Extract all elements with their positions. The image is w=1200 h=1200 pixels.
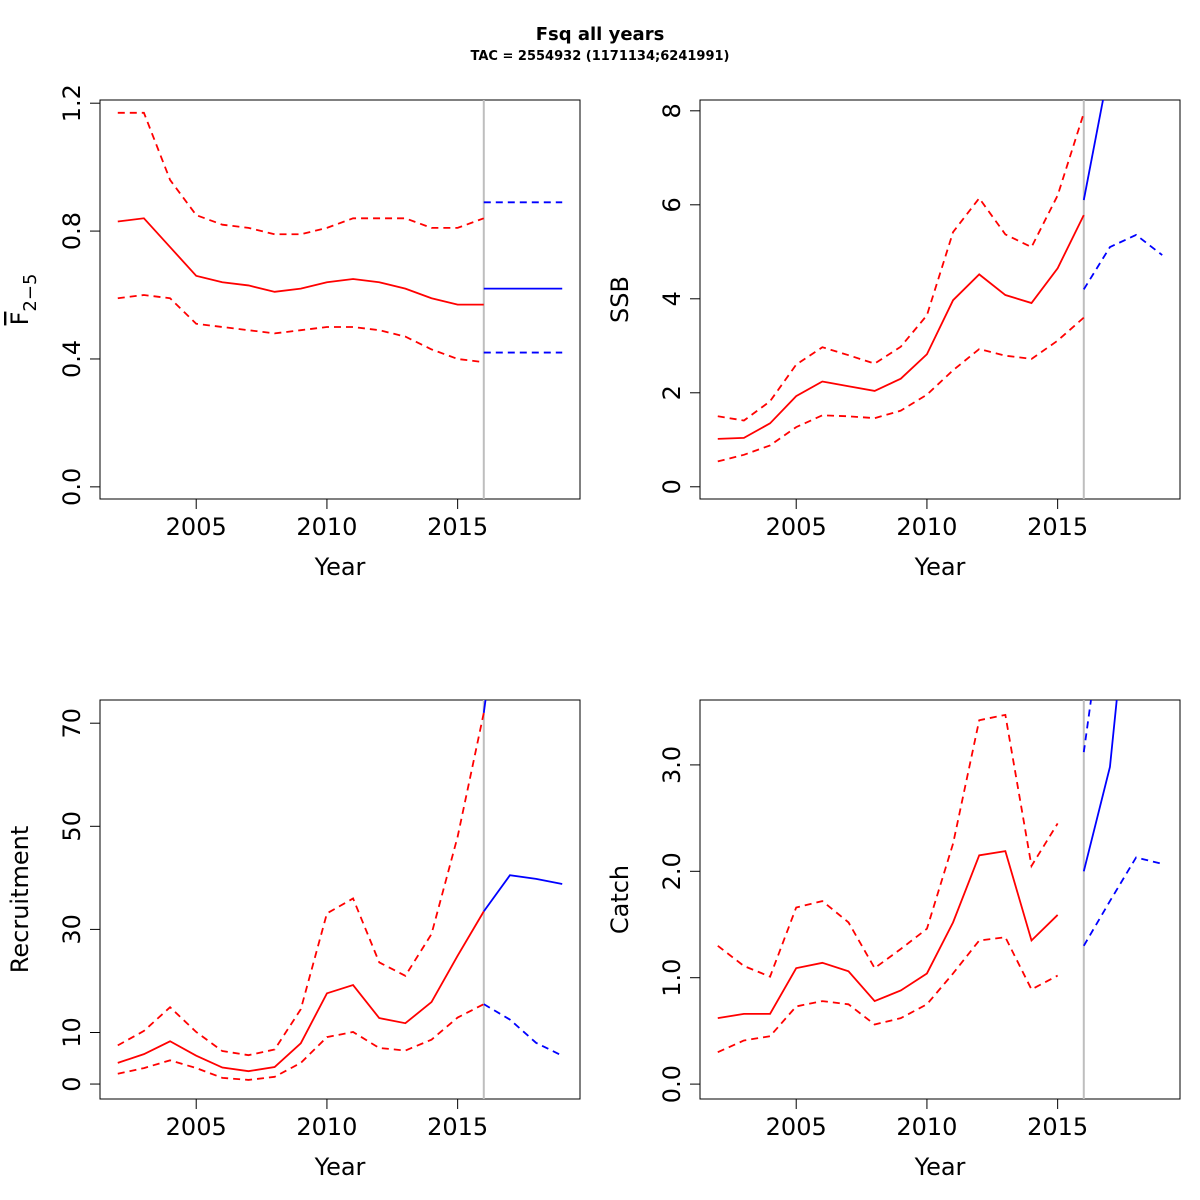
y-tick-label: 0 [658, 479, 686, 494]
series-line [717, 112, 1085, 422]
series-line [117, 111, 485, 236]
y-tick-label: 0 [58, 1076, 86, 1091]
panel: 0.0 1.0 2.0 3.0 2005 2010 2015 Year Catch [606, 699, 1181, 1181]
series-line [717, 936, 1059, 1054]
y-axis-title: Recruitment [6, 826, 34, 973]
figure-title: Fsq all years [536, 24, 665, 45]
y-tick-label: 6 [658, 197, 686, 212]
x-axis-title: Year [914, 553, 966, 581]
panel: 0 10 30 50 70 2005 2010 2015 Year Recruitment [6, 699, 581, 1181]
series-line [483, 1003, 563, 1057]
x-tick-label: 2015 [427, 1113, 488, 1141]
x-tick-label: 2015 [1027, 1113, 1088, 1141]
series-line [717, 713, 1059, 978]
series-line [117, 217, 484, 306]
y-axis-title: Catch [606, 865, 634, 934]
y-axis-title-base: F [6, 312, 34, 326]
y-axis-title: SSB [606, 276, 634, 323]
series-line [1083, 233, 1163, 290]
y-tick-label: 2 [658, 385, 686, 400]
y-tick-label: 50 [58, 811, 86, 842]
y-tick-label: 2.0 [658, 852, 686, 890]
x-tick-label: 2005 [166, 1113, 227, 1141]
plot-frame [699, 699, 1181, 1100]
y-tick-label: 0.0 [658, 1065, 686, 1103]
y-tick-label: 0.4 [58, 340, 86, 378]
figure-subtitle: TAC = 2554932 (1171134;6241991) [471, 49, 730, 64]
series-line [717, 214, 1085, 440]
x-tick-label: 2010 [896, 513, 957, 541]
x-tick-label: 2010 [296, 513, 357, 541]
x-tick-label: 2010 [896, 1113, 957, 1141]
y-tick-label: 3.0 [658, 746, 686, 784]
series-line [1083, 856, 1163, 947]
panel: 0 2 4 6 8 2005 2010 2015 Year SSB [606, 99, 1181, 581]
y-tick-label: 0.8 [58, 212, 86, 250]
x-axis-title: Year [314, 553, 366, 581]
panel: 0.0 0.4 0.8 1.2 2005 2010 2015 Year F2−5 [6, 84, 581, 581]
series-line [717, 316, 1085, 463]
x-tick-label: 2005 [766, 513, 827, 541]
series-line [117, 712, 485, 1057]
series-line [1082, 100, 1104, 201]
series-line [117, 1003, 485, 1081]
y-tick-label: 8 [658, 103, 686, 118]
plot-frame [99, 699, 581, 1100]
series-line [717, 850, 1059, 1020]
x-axis-title: Year [914, 1153, 966, 1181]
x-tick-label: 2010 [296, 1113, 357, 1141]
y-axis-title: F2−5 [6, 274, 41, 326]
x-tick-label: 2015 [1027, 513, 1088, 541]
x-tick-label: 2015 [427, 513, 488, 541]
series-line [117, 910, 485, 1073]
y-tick-label: 4 [658, 291, 686, 306]
series-line [1082, 700, 1092, 753]
y-tick-label: 1.2 [58, 84, 86, 122]
y-tick-label: 10 [58, 1017, 86, 1048]
x-tick-label: 2005 [766, 1113, 827, 1141]
y-tick-label: 1.0 [658, 959, 686, 997]
x-tick-label: 2005 [166, 513, 227, 541]
y-tick-label: 0.0 [58, 468, 86, 506]
series-line [483, 874, 563, 912]
series-line [482, 700, 487, 714]
series-line [1082, 700, 1118, 872]
plot-frame [699, 99, 1181, 500]
y-tick-label: 30 [58, 914, 86, 945]
series-line [117, 294, 484, 364]
y-axis-title-subscript: 2−5 [20, 274, 41, 312]
y-tick-label: 70 [58, 708, 86, 739]
x-axis-title: Year [314, 1153, 366, 1181]
plot-frame [99, 99, 581, 500]
